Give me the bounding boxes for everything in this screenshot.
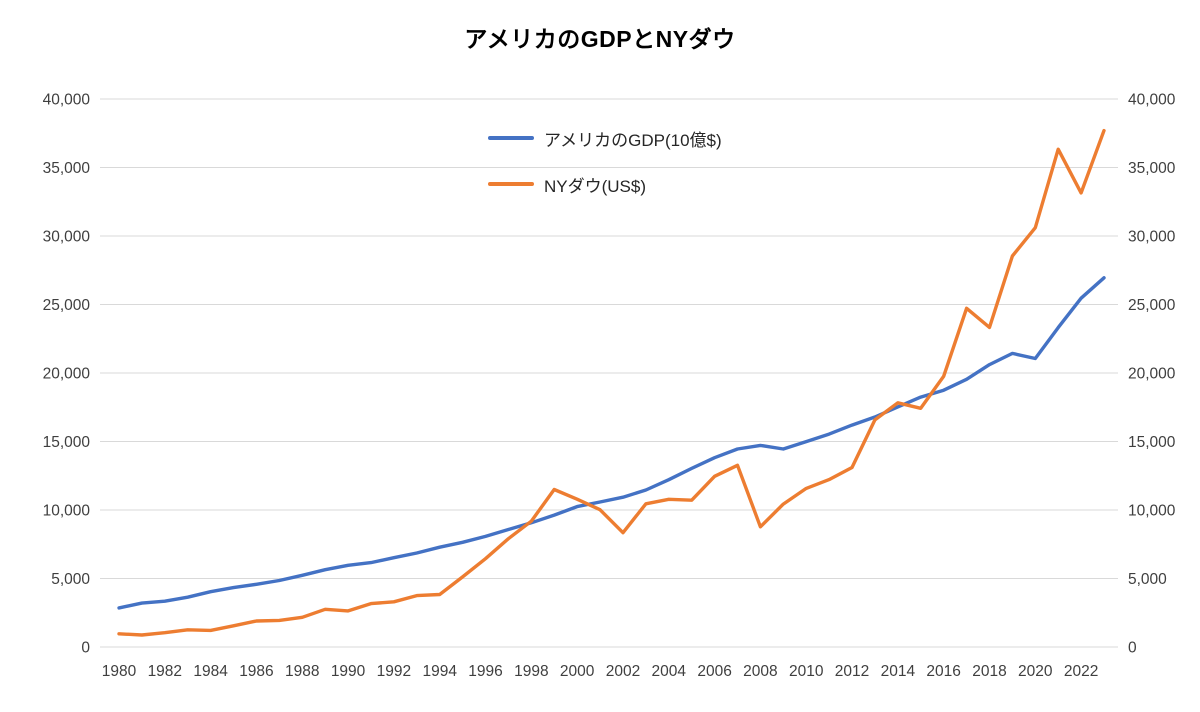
legend-item-us-gdp: アメリカのGDP(10億$): [488, 124, 722, 152]
x-axis-label: 2006: [697, 663, 731, 680]
ny-dow-line: [117, 128, 1106, 637]
x-axis-label: 1980: [102, 663, 137, 680]
x-axis-label: 2008: [743, 663, 777, 680]
y-axis-label-right: 35,000: [1128, 160, 1176, 177]
x-axis-label: 2022: [1064, 663, 1098, 680]
y-axis-label-right: 5,000: [1128, 571, 1167, 588]
chart-legend: アメリカのGDP(10億$) NYダウ(US$): [488, 124, 722, 198]
x-axis-label: 2000: [560, 663, 595, 680]
x-axis-label: 2004: [652, 663, 687, 680]
y-axis-label-left: 20,000: [43, 366, 91, 383]
x-axis-label: 1984: [193, 663, 228, 680]
x-axis-label: 2020: [1018, 663, 1053, 680]
y-axis-label-left: 35,000: [43, 160, 91, 177]
us-gdp-line-swatch: [488, 136, 534, 140]
x-axis-label: 1982: [148, 663, 182, 680]
x-axis-label: 1994: [422, 663, 457, 680]
x-axis-label: 1990: [331, 663, 366, 680]
x-axis-label: 1998: [514, 663, 548, 680]
y-axis-label-left: 15,000: [43, 434, 91, 451]
y-axis-label-right: 25,000: [1128, 297, 1176, 314]
legend-label-us-gdp: アメリカのGDP(10億$): [544, 130, 722, 150]
y-axis-label-left: 40,000: [43, 92, 91, 109]
y-axis-label-left: 30,000: [43, 229, 91, 246]
y-axis-label-right: 0: [1128, 640, 1137, 657]
x-axis-label: 2010: [789, 663, 824, 680]
x-axis-label: 2002: [606, 663, 640, 680]
y-axis-label-right: 20,000: [1128, 366, 1176, 383]
chart-title: アメリカのGDPとNYダウ: [464, 26, 736, 52]
x-axis-label: 1988: [285, 663, 319, 680]
legend-label-ny-dow: NYダウ(US$): [544, 176, 647, 196]
y-axis-label-right: 10,000: [1128, 503, 1176, 520]
x-axis-label: 2014: [881, 663, 916, 680]
y-axis-label-left: 5,000: [51, 571, 90, 588]
y-axis-label-left: 10,000: [43, 503, 91, 520]
x-axis-label: 2016: [926, 663, 960, 680]
x-axis-label: 2012: [835, 663, 869, 680]
x-axis-label: 2018: [972, 663, 1006, 680]
y-axis-label-left: 25,000: [43, 297, 91, 314]
legend-item-ny-dow: NYダウ(US$): [488, 170, 722, 198]
y-axis-label-right: 30,000: [1128, 229, 1176, 246]
us-gdp-line: [117, 276, 1106, 610]
y-axis-label-right: 40,000: [1128, 92, 1176, 109]
x-axis-label: 1986: [239, 663, 273, 680]
x-axis-label: 1996: [468, 663, 502, 680]
x-axis-label: 1992: [377, 663, 411, 680]
ny-dow-line-swatch: [488, 182, 534, 186]
y-axis-label-right: 15,000: [1128, 434, 1176, 451]
y-axis-label-left: 0: [81, 640, 90, 657]
